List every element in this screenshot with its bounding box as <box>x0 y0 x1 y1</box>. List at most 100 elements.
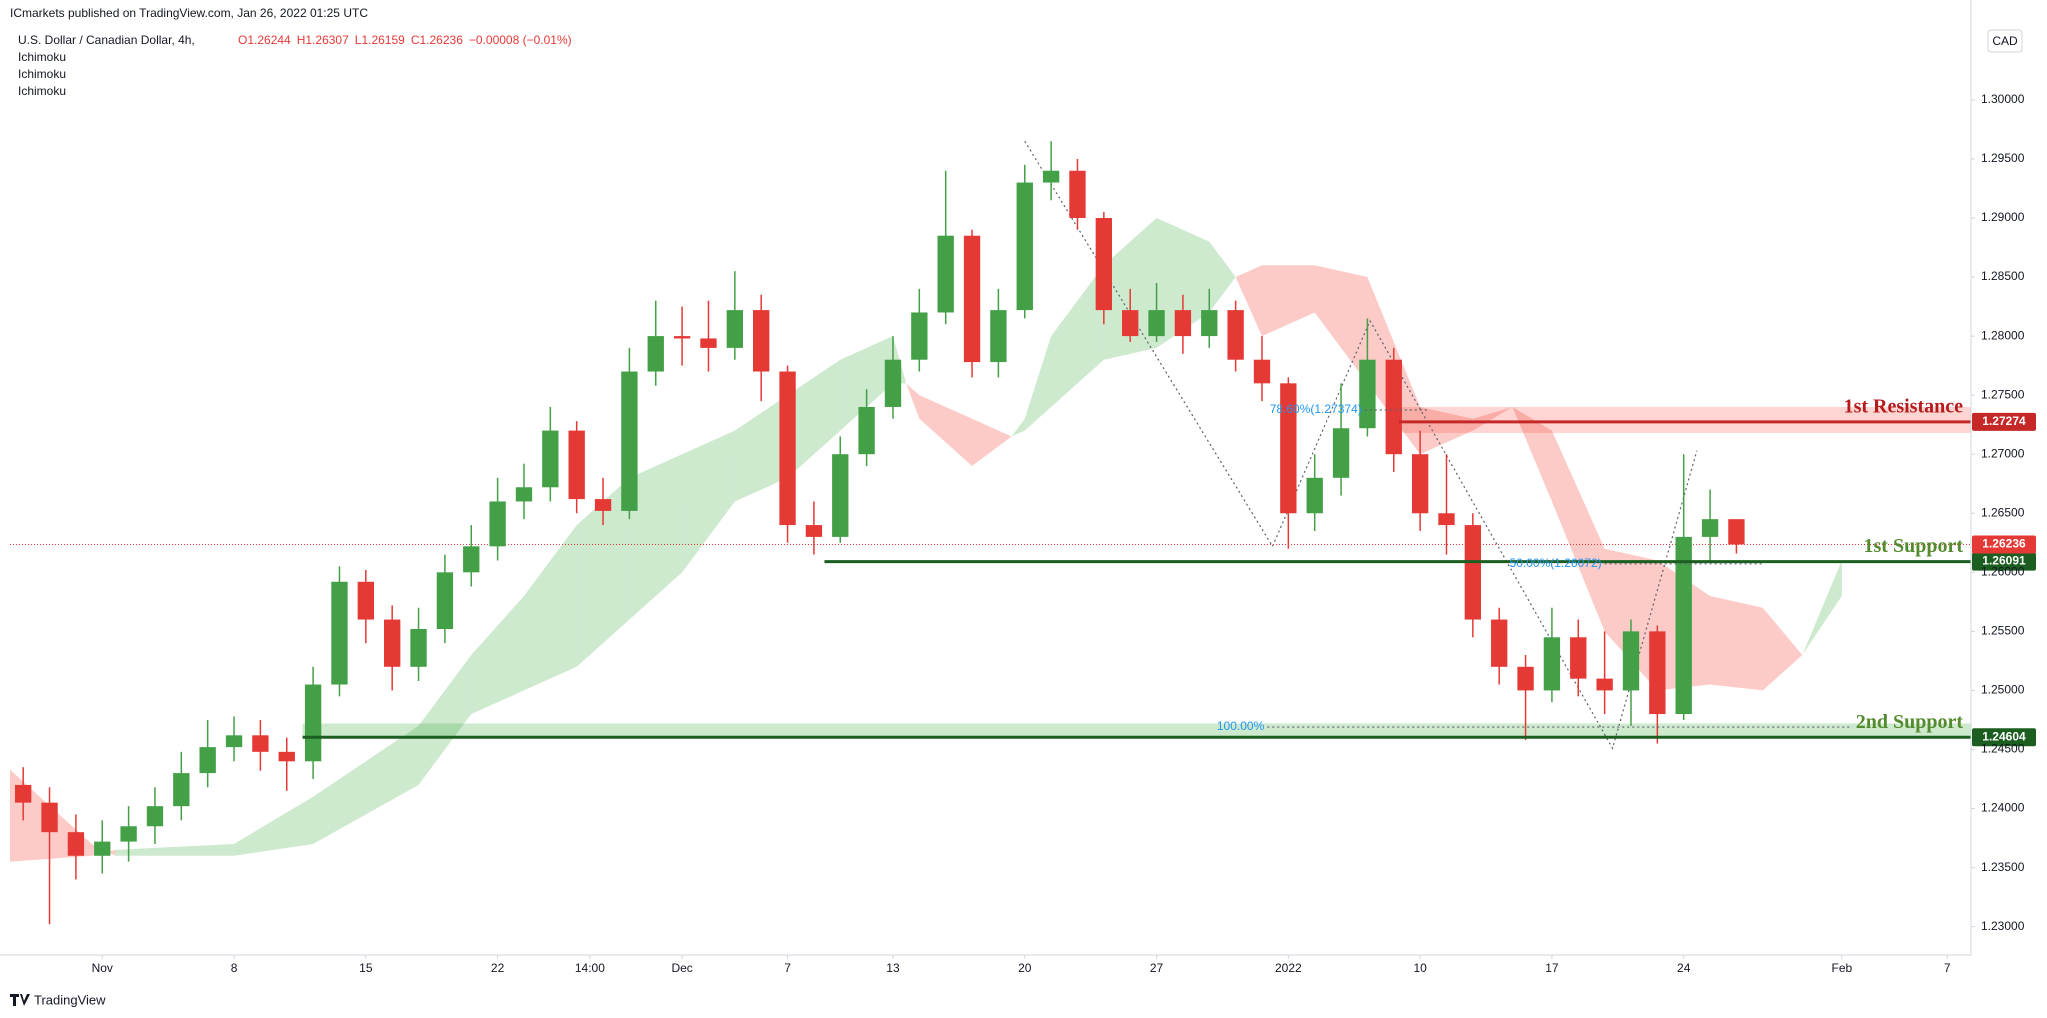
ichimoku-cloud <box>1802 560 1842 655</box>
brand: TradingView <box>34 992 106 1007</box>
ichimoku-cloud <box>1762 607 1803 691</box>
price-tag-label: 1.24604 <box>1982 729 2026 743</box>
ichimoku-cloud <box>1551 430 1605 632</box>
candle-body <box>753 310 770 372</box>
candle-body <box>1649 631 1666 715</box>
candle-body <box>673 336 691 339</box>
candle-body <box>990 310 1007 363</box>
ichimoku-cloud <box>418 654 472 785</box>
candle-body <box>1701 519 1719 537</box>
y-tick-label: 1.29500 <box>1981 151 2025 165</box>
candle-body <box>1148 310 1165 337</box>
candle-body <box>726 310 744 348</box>
candle-body <box>911 312 928 360</box>
candle-body <box>94 841 111 856</box>
fib-level-label: 100.00% <box>1217 719 1265 733</box>
candle-body <box>1543 637 1561 691</box>
candle-body <box>1438 513 1455 526</box>
ichimoku-cloud <box>1512 406 1552 502</box>
candle-body <box>1174 310 1192 337</box>
currency: CAD <box>1992 34 2018 48</box>
candle-body <box>1622 631 1640 691</box>
candle-body <box>568 430 585 500</box>
ohlc-value: L1.26159 <box>355 33 405 47</box>
x-tick-label: 10 <box>1413 961 1427 975</box>
x-tick-label: 15 <box>359 961 373 975</box>
indicator-name[interactable]: Ichimoku <box>18 50 66 64</box>
x-tick-label: Feb <box>1832 961 1853 975</box>
ichimoku-cloud <box>1314 265 1368 384</box>
ichimoku-cloud <box>1011 418 1025 437</box>
candle-body <box>1122 310 1139 337</box>
candle-body <box>1491 619 1508 667</box>
fib-trend-line <box>1369 320 1698 750</box>
candle-body <box>173 773 190 807</box>
candle-body <box>410 629 427 667</box>
last-price-label: 1.26236 <box>1982 537 2026 551</box>
candle-body <box>1570 637 1587 679</box>
candle-body <box>647 336 664 372</box>
candle-body <box>1464 525 1482 620</box>
candle-body <box>1675 536 1692 715</box>
candle-body <box>1253 359 1271 384</box>
candle-body <box>805 525 823 537</box>
ichimoku-cloud <box>576 477 630 667</box>
ichimoku-cloud <box>1420 406 1473 455</box>
candle-body <box>1069 170 1086 218</box>
candle-body <box>225 735 243 748</box>
candle-body <box>357 581 374 620</box>
ichimoku-cloud <box>313 725 419 844</box>
price-tag-label: 1.27274 <box>1982 414 2026 428</box>
indicator-name[interactable]: Ichimoku <box>18 67 66 81</box>
candle-body <box>1596 678 1613 691</box>
x-tick-label: 20 <box>1018 961 1032 975</box>
price-tag <box>1972 728 2036 747</box>
candle-body <box>1201 310 1218 337</box>
candle-body <box>146 806 164 827</box>
ichimoku-cloud <box>234 796 314 856</box>
candle-body <box>858 406 875 455</box>
x-tick-label: 13 <box>886 961 900 975</box>
ichimoku-cloud <box>1261 265 1315 337</box>
x-tick-label: Nov <box>92 961 113 975</box>
price-tag <box>1972 552 2036 571</box>
ohlc-legend: O1.26244 H1.26307 L1.26159 C1.26236 −0.00008… <box>238 33 572 47</box>
x-tick-label: 24 <box>1677 961 1691 975</box>
y-tick-label: 1.24500 <box>1981 742 2025 756</box>
x-tick-label: 7 <box>1944 961 1951 975</box>
candle-body <box>779 371 796 526</box>
ohlc-value: O1.26244 <box>238 33 291 47</box>
y-tick-label: 1.30000 <box>1981 92 2025 106</box>
ichimoku-cloud <box>471 595 524 715</box>
ichimoku-cloud <box>906 383 920 419</box>
candle-body <box>937 235 954 313</box>
candle-body <box>542 430 559 488</box>
candle-body <box>1411 454 1429 514</box>
candle-body <box>1332 428 1350 478</box>
y-tick-label: 1.24000 <box>1981 801 2025 815</box>
y-tick-label: 1.23000 <box>1981 919 2025 933</box>
indicator-list: Ichimoku Ichimoku Ichimoku <box>18 50 66 98</box>
ohlc-value: H1.26307 <box>297 33 349 47</box>
candle-body <box>384 619 401 667</box>
candle-body <box>1359 359 1376 429</box>
x-tick-label: 7 <box>784 961 791 975</box>
x-tick-label: 14:00 <box>575 961 605 975</box>
candle-body <box>1306 477 1323 514</box>
symbol: U.S. Dollar / Canadian Dollar, 4h, <box>18 33 195 47</box>
level-zone <box>1399 406 1971 433</box>
candle-body <box>120 826 137 842</box>
y-tick-label: 1.29000 <box>1981 210 2025 224</box>
x-tick-label: Dec <box>671 961 692 975</box>
y-tick-label: 1.28500 <box>1981 269 2025 283</box>
y-tick-label: 1.26500 <box>1981 505 2025 519</box>
candle-body <box>252 735 269 752</box>
indicator-name[interactable]: Ichimoku <box>18 84 66 98</box>
last-price-tag <box>1972 535 2036 554</box>
ichimoku-cloud <box>787 359 841 478</box>
currency-box[interactable] <box>1987 29 2023 53</box>
y-tick-label: 1.25500 <box>1981 624 2025 638</box>
ichimoku-cloud <box>1156 217 1210 348</box>
x-tick-label: 17 <box>1545 961 1559 975</box>
